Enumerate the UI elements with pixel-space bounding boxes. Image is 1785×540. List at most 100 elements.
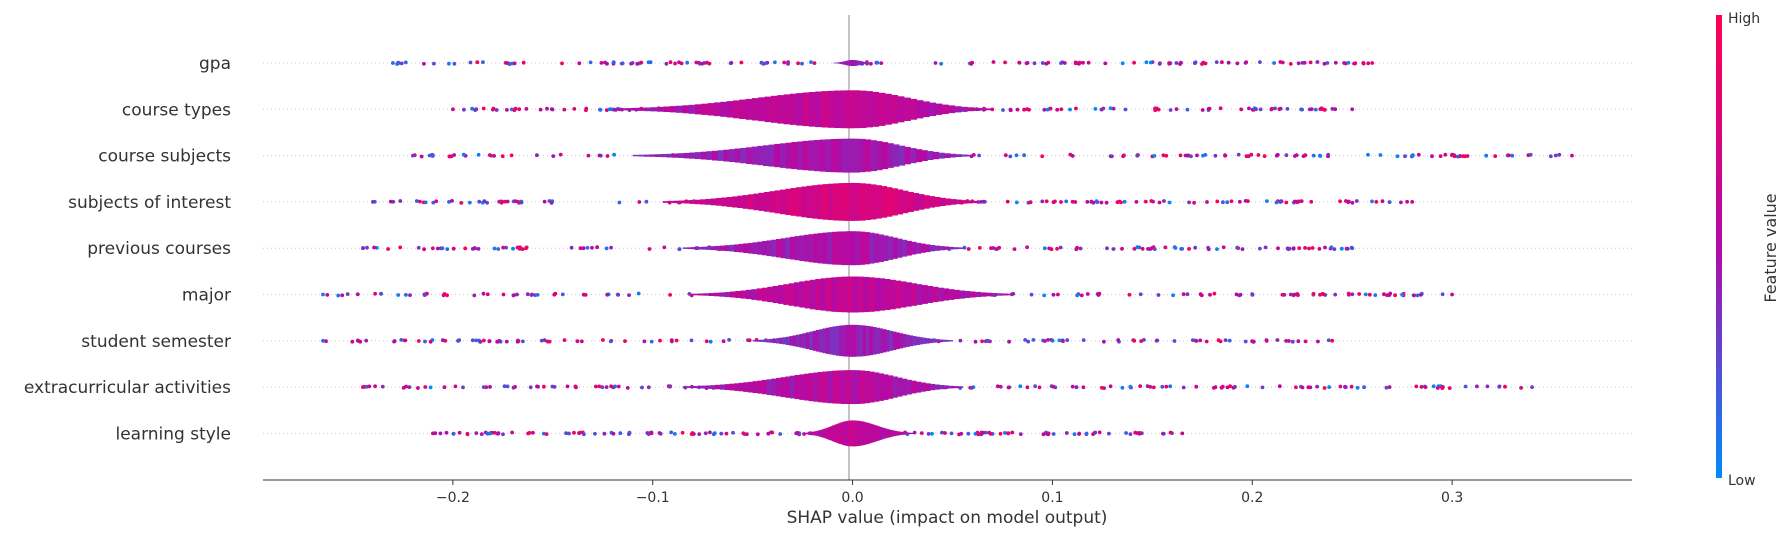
shap-dot <box>1356 386 1360 390</box>
shap-dot <box>1201 108 1205 112</box>
shap-dot <box>1105 201 1109 205</box>
shap-dot <box>1315 385 1319 389</box>
shap-dot <box>545 107 549 111</box>
shap-dot <box>1215 60 1219 64</box>
shap-dot <box>649 60 653 64</box>
violin-slice <box>695 152 701 159</box>
shap-dot <box>1264 246 1268 250</box>
shap-dot <box>1077 432 1081 436</box>
shap-dot <box>321 339 325 343</box>
shap-dot <box>1074 247 1078 251</box>
violin-slice <box>821 278 827 310</box>
shap-dot <box>1405 200 1409 204</box>
shap-dot <box>1340 247 1344 251</box>
shap-dot <box>673 432 677 436</box>
shap-dot <box>1149 61 1153 65</box>
shap-dot <box>1222 245 1226 249</box>
shap-dot <box>1139 339 1143 343</box>
shap-dot <box>1162 199 1166 203</box>
shap-dot <box>1312 292 1316 296</box>
feature-label: major <box>182 286 231 306</box>
shap-dot <box>1055 108 1059 112</box>
shap-dot <box>1094 107 1098 111</box>
shap-dot <box>978 246 982 250</box>
violin-slice <box>997 293 1003 295</box>
violin-slice <box>753 242 758 254</box>
shap-dot <box>1316 60 1320 64</box>
feature-label: gpa <box>199 54 231 74</box>
shap-dot <box>1244 340 1248 344</box>
shap-dot <box>677 60 681 64</box>
violin-slice <box>803 93 810 127</box>
shap-dot <box>1357 292 1361 296</box>
violin-slice <box>881 186 887 218</box>
shap-dot <box>492 154 496 158</box>
violin-slice <box>844 183 850 221</box>
shap-dot <box>553 385 557 389</box>
violin-slice <box>818 372 823 402</box>
violin-slice <box>910 148 916 163</box>
shap-dot <box>763 62 767 66</box>
shap-dot <box>436 247 440 251</box>
shap-dot <box>1001 108 1005 112</box>
violin-slice <box>786 143 792 169</box>
shap-dot <box>477 200 481 204</box>
shap-dot <box>560 62 564 66</box>
shap-dot <box>980 339 984 343</box>
violin-slice <box>936 104 943 115</box>
shap-dot <box>536 293 540 297</box>
violin-slice <box>951 199 957 205</box>
violin-slice <box>913 193 919 211</box>
violin-slice <box>871 140 877 171</box>
violin-slice <box>893 377 898 398</box>
shap-dot <box>389 200 393 204</box>
shap-dot <box>1289 62 1293 66</box>
violin-slice <box>725 384 730 390</box>
shap-dot <box>408 293 412 297</box>
violin-slice <box>903 191 909 214</box>
shap-dot <box>605 293 609 297</box>
shap-dot <box>1015 153 1019 157</box>
shap-dot <box>1135 245 1139 249</box>
shap-dot <box>1510 154 1514 158</box>
violin-slice <box>943 288 949 300</box>
shap-dot <box>981 431 985 435</box>
shap-dot <box>1075 294 1079 298</box>
violin-slice <box>790 94 797 125</box>
shap-dot <box>1374 200 1378 204</box>
shap-dot <box>451 107 455 111</box>
violin-slice <box>823 233 828 264</box>
shap-dot <box>562 108 566 112</box>
violin-slice <box>727 101 734 117</box>
violin-slice <box>773 339 777 344</box>
shap-dot <box>1323 62 1327 66</box>
violin-slice <box>794 282 800 306</box>
violin-slice <box>767 379 772 395</box>
shap-dot <box>1109 106 1113 110</box>
violin-slice <box>935 197 941 207</box>
shap-dot <box>1065 338 1069 342</box>
shap-dot <box>1301 386 1305 390</box>
shap-dot <box>477 153 481 157</box>
shap-dot <box>1057 339 1061 343</box>
violin-slice <box>700 199 706 204</box>
violin-slice <box>823 184 829 220</box>
shap-dot <box>635 62 639 66</box>
violin-slice <box>692 386 697 388</box>
violin-slice <box>801 187 807 218</box>
violin-slice <box>860 183 866 220</box>
violin-slice <box>721 198 727 207</box>
shap-dot <box>618 201 622 205</box>
shap-dot <box>1061 339 1065 343</box>
shap-dot <box>564 431 568 435</box>
shap-dot <box>417 246 421 250</box>
shap-dot <box>1557 153 1561 157</box>
violin-slice <box>818 233 823 263</box>
violin-slice <box>701 104 708 115</box>
shap-dot <box>422 247 426 251</box>
violin-slice <box>956 200 962 205</box>
shap-dot <box>1333 247 1337 251</box>
shap-dot <box>1297 61 1301 65</box>
violin-slice <box>961 107 968 112</box>
shap-dot <box>1109 384 1113 388</box>
